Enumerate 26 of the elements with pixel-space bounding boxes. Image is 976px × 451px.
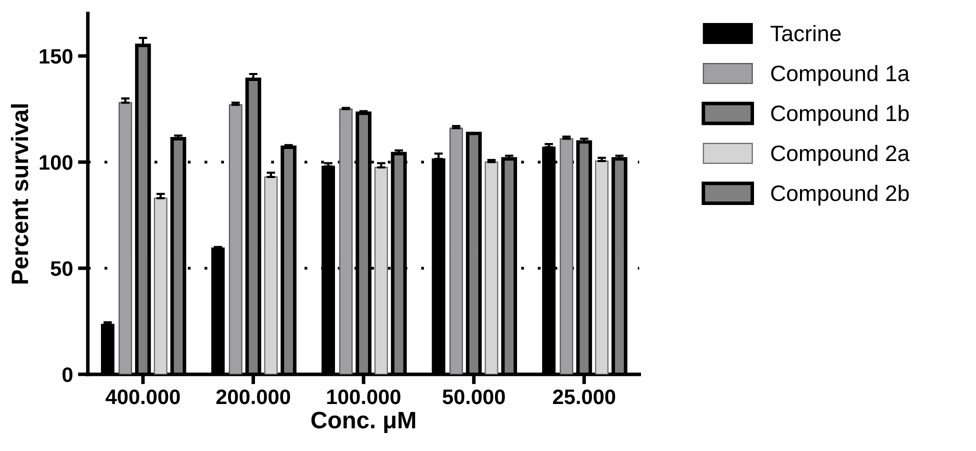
bar	[374, 166, 388, 374]
bar	[560, 138, 574, 374]
x-tick-label: 200.000	[216, 389, 290, 404]
legend-label: Compound 2b	[771, 184, 909, 206]
x-tick-label: 25.000	[553, 389, 616, 404]
x-tick-label: 400.000	[106, 389, 180, 404]
x-tick-label: 100.000	[327, 389, 400, 404]
legend-label: Compound 1b	[771, 104, 909, 126]
bar	[449, 128, 463, 374]
y-tick-label: 150	[40, 48, 72, 64]
y-axis-title: Percent survival	[10, 104, 28, 284]
x-axis-title: Conc. μM	[311, 412, 416, 434]
y-tick-label: 50	[50, 261, 72, 276]
y-tick-label: 100	[40, 155, 72, 170]
bar	[264, 176, 278, 374]
legend-label: Tacrine	[770, 25, 841, 42]
legend-label: Compound 2a	[771, 144, 910, 166]
bar	[118, 102, 132, 374]
y-tick-label: 0	[62, 367, 72, 382]
x-tick-label: 50.000	[442, 389, 505, 404]
bar	[484, 162, 498, 374]
legend-label: Compound 1a	[771, 64, 910, 86]
bar	[154, 198, 168, 374]
bar	[595, 160, 609, 374]
bar	[228, 104, 242, 374]
bar	[339, 108, 353, 374]
